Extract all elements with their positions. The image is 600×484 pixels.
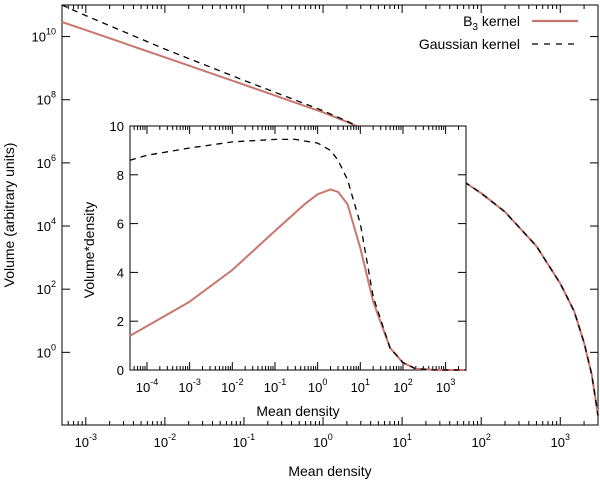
- y-tick-base: 10: [37, 219, 51, 234]
- x-tick-exponent: 2: [408, 377, 413, 387]
- series-line-b3: [129, 188, 466, 371]
- y-tick-label: 0: [117, 363, 124, 378]
- x-tick-label: 10-1: [233, 432, 255, 450]
- x-tick-base: 10: [308, 380, 322, 395]
- x-tick-exponent: 3: [565, 432, 570, 442]
- x-tick-label: 10-4: [136, 377, 158, 395]
- x-tick-exponent: 1: [365, 377, 370, 387]
- y-tick-label: 8: [117, 168, 124, 183]
- y-tick-base: 10: [37, 156, 51, 171]
- x-tick-exponent: -4: [150, 377, 158, 387]
- y-tick-base: 10: [37, 345, 51, 360]
- legend-entry-gaussian: Gaussian kernel: [419, 36, 520, 52]
- x-tick-base: 10: [136, 380, 150, 395]
- y-tick-label: 6: [117, 217, 124, 232]
- x-tick-base: 10: [392, 435, 406, 450]
- y-tick-label: 108: [37, 90, 56, 108]
- x-tick-base: 10: [264, 380, 278, 395]
- x-tick-label: 10-2: [221, 377, 243, 395]
- y-tick-label: 1010: [32, 27, 56, 45]
- x-tick-base: 10: [351, 380, 365, 395]
- x-tick-base: 10: [75, 435, 89, 450]
- x-tick-label: 100: [313, 432, 332, 450]
- x-tick-exponent: 2: [486, 432, 491, 442]
- y-tick-label: 10: [110, 119, 124, 134]
- x-tick-base: 10: [471, 435, 485, 450]
- x-tick-label: 10-3: [178, 377, 200, 395]
- inset-x-axis-label: Mean density: [256, 403, 339, 419]
- inset-plot-frame: [129, 125, 467, 371]
- y-tick-exponent: 4: [51, 216, 56, 226]
- x-tick-label: 101: [351, 377, 370, 395]
- x-tick-exponent: 1: [407, 432, 412, 442]
- x-tick-label: 10-1: [264, 377, 286, 395]
- x-tick-exponent: -3: [193, 377, 201, 387]
- legend-entry-b3: B3 kernel: [463, 13, 520, 33]
- x-tick-label: 100: [308, 377, 327, 395]
- x-tick-exponent: -1: [247, 432, 255, 442]
- x-tick-base: 10: [551, 435, 565, 450]
- main-y-axis-label: Volume (arbitrary units): [1, 143, 17, 288]
- x-tick-base: 10: [178, 380, 192, 395]
- x-tick-exponent: -2: [168, 432, 176, 442]
- x-tick-label: 10-2: [154, 432, 176, 450]
- y-tick-label: 104: [37, 216, 56, 234]
- y-tick-label: 100: [37, 342, 56, 360]
- x-tick-base: 10: [393, 380, 407, 395]
- x-tick-label: 103: [551, 432, 570, 450]
- x-tick-exponent: 0: [328, 432, 333, 442]
- x-tick-exponent: -1: [278, 377, 286, 387]
- x-tick-label: 10-3: [75, 432, 97, 450]
- inset-series-group: [129, 138, 466, 371]
- x-tick-label: 103: [436, 377, 455, 395]
- legend: B3 kernel Gaussian kernel: [419, 13, 578, 52]
- y-tick-exponent: 0: [51, 342, 56, 352]
- series-line-gauss: [61, 4, 599, 416]
- main-plot-frame: [61, 4, 599, 426]
- main-x-axis-label: Mean density: [288, 463, 371, 479]
- y-tick-exponent: 2: [51, 279, 56, 289]
- x-tick-label: 102: [471, 432, 490, 450]
- legend-b3-suffix: kernel: [478, 13, 520, 29]
- main-axis-ticks: 10-3 10-2 10-1 100 101 102 1031001021041061081…: [32, 5, 599, 450]
- y-tick-label: 106: [37, 153, 56, 171]
- x-tick-base: 10: [154, 435, 168, 450]
- x-tick-label: 101: [392, 432, 411, 450]
- inset-background: [130, 126, 466, 370]
- legend-b3-subscript: 3: [472, 22, 478, 33]
- x-tick-base: 10: [313, 435, 327, 450]
- x-tick-exponent: 3: [450, 377, 455, 387]
- x-tick-base: 10: [436, 380, 450, 395]
- legend-b3-prefix: B: [463, 13, 472, 29]
- y-tick-base: 10: [37, 282, 51, 297]
- x-tick-label: 102: [393, 377, 412, 395]
- x-tick-exponent: -3: [89, 432, 97, 442]
- y-tick-exponent: 6: [51, 153, 56, 163]
- y-tick-label: 102: [37, 279, 56, 297]
- x-tick-exponent: 0: [322, 377, 327, 387]
- y-tick-exponent: 10: [46, 27, 56, 37]
- y-tick-base: 10: [32, 30, 46, 45]
- x-tick-base: 10: [233, 435, 247, 450]
- y-tick-label: 2: [117, 314, 124, 329]
- y-tick-base: 10: [37, 93, 51, 108]
- y-tick-exponent: 8: [51, 90, 56, 100]
- x-tick-exponent: -2: [236, 377, 244, 387]
- inset-y-axis-label: Volume*density: [81, 202, 97, 299]
- y-tick-label: 4: [117, 265, 124, 280]
- x-tick-base: 10: [221, 380, 235, 395]
